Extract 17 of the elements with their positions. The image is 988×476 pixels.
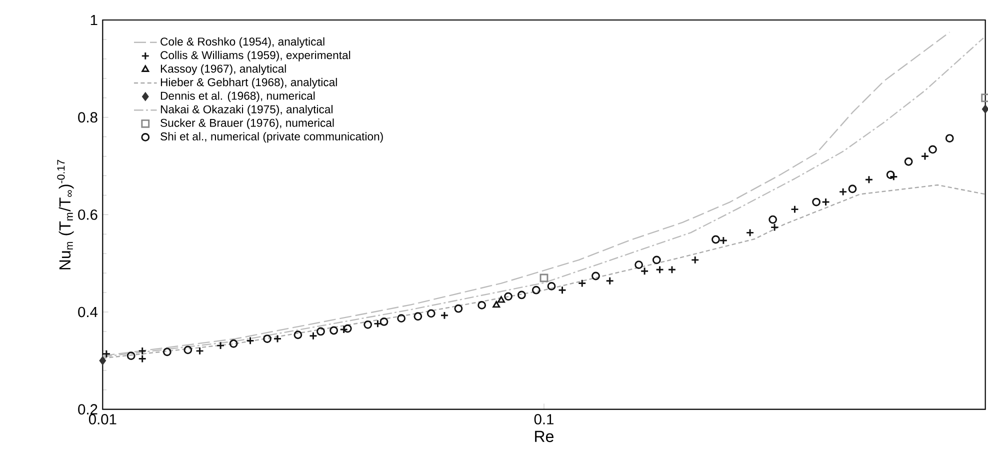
- legend-label: Kassoy (1967), analytical: [160, 64, 286, 75]
- y-tick-label: 0.2: [78, 404, 98, 415]
- y-tick-label: 0.4: [78, 306, 98, 318]
- legend-label: Dennis et al. (1968), numerical: [160, 91, 315, 102]
- y-tick-label: 1: [90, 14, 98, 26]
- x-tick-label: 0.01: [88, 414, 116, 424]
- legend-label: Nakai & Okazaki (1975), analytical: [160, 105, 332, 116]
- y-tick-label: 0.6: [78, 209, 98, 220]
- legend-label: Shi et al., numerical (private communication): [160, 132, 383, 143]
- legend-label: Collis & Williams (1959), experimental: [160, 50, 350, 62]
- y-tick-label: 0.8: [78, 112, 98, 123]
- x-tick-label: 0.1: [534, 414, 554, 424]
- legend-label: Hieber & Gebhart (1968), analytical: [160, 78, 337, 88]
- y-axis-title: Nu$_{m}$ (T$_{m}$/T$_{∞}$)$^{-0.17}$: [57, 160, 74, 270]
- legend-label: Sucker & Brauer (1976), numerical: [160, 118, 334, 130]
- legend-label: Cole & Roshko (1954), analytical: [160, 37, 324, 48]
- x-axis-title: Re: [535, 430, 554, 442]
